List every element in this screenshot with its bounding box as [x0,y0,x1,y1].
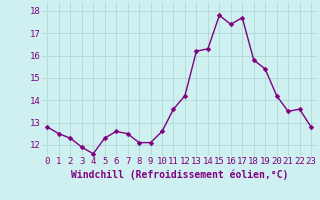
X-axis label: Windchill (Refroidissement éolien,°C): Windchill (Refroidissement éolien,°C) [70,169,288,180]
